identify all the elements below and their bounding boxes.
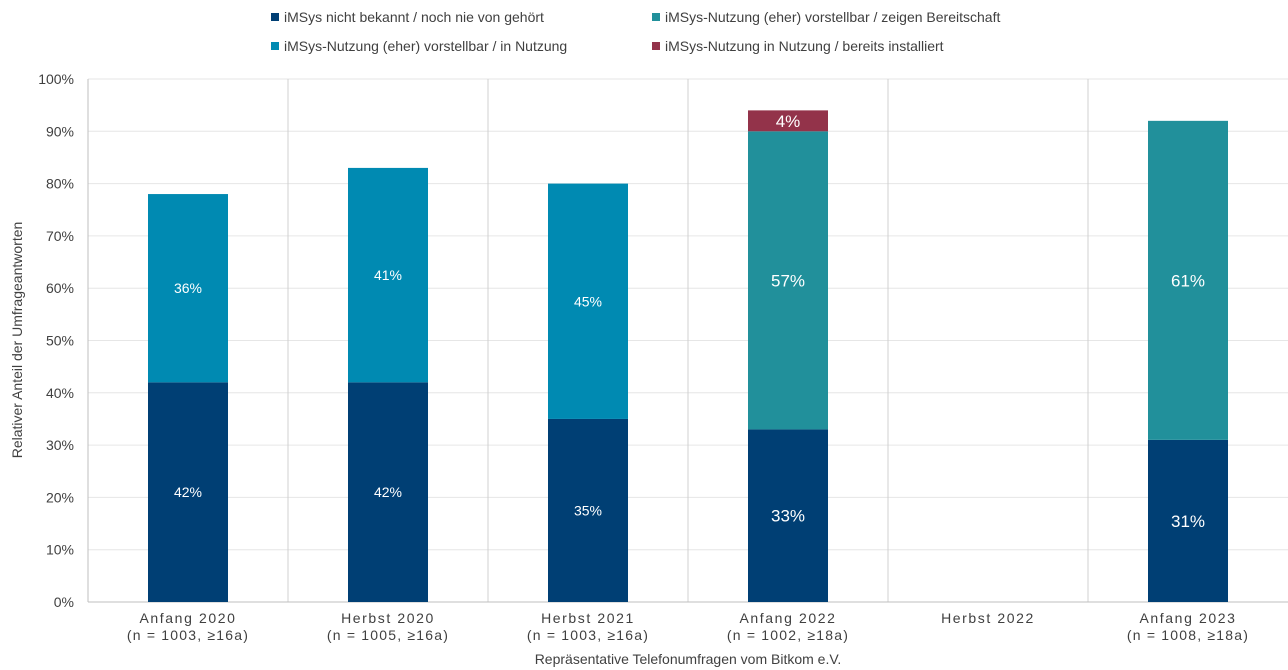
data-label: 45% <box>574 293 602 309</box>
bar-segment <box>748 110 828 132</box>
legend-entry-not-known: iMSys nicht bekannt / noch nie von gehör… <box>271 8 544 26</box>
x-category-label: Herbst 2020 <box>341 610 435 626</box>
legend-entry-readiness: iMSys-Nutzung (eher) vorstellbar / zeige… <box>652 8 1000 26</box>
bar-segment <box>348 382 428 602</box>
y-tick-label: 40% <box>46 385 74 401</box>
x-category-label: Herbst 2022 <box>941 610 1035 626</box>
y-tick-label: 30% <box>46 437 74 453</box>
y-tick-label: 20% <box>46 489 74 505</box>
data-label: 41% <box>374 267 402 283</box>
bar-segment <box>1148 439 1228 602</box>
x-category-sublabel: (n = 1005, ≥16a) <box>327 627 449 643</box>
legend-entry-in-use: iMSys-Nutzung (eher) vorstellbar / in Nu… <box>271 37 567 55</box>
data-label: 31% <box>1171 512 1205 531</box>
y-tick-label: 80% <box>46 176 74 192</box>
x-category-sublabel: (n = 1003, ≥16a) <box>527 627 649 643</box>
bar-segment <box>548 418 628 602</box>
y-tick-label: 60% <box>46 280 74 296</box>
x-category-label: Anfang 2020 <box>139 610 236 626</box>
data-label: 36% <box>174 280 202 296</box>
data-label: 57% <box>771 271 805 290</box>
bar-segment <box>1148 120 1228 440</box>
legend-label-in-use: iMSys-Nutzung (eher) vorstellbar / in Nu… <box>284 38 568 54</box>
bar-segment <box>748 429 828 602</box>
data-label: 33% <box>771 507 805 526</box>
y-tick-label: 70% <box>46 228 74 244</box>
data-label: 35% <box>574 502 602 518</box>
y-tick-label: 0% <box>54 594 74 610</box>
data-label: 42% <box>374 484 402 500</box>
legend-swatch-readiness <box>652 13 660 21</box>
bar-segment <box>148 382 228 602</box>
y-tick-label: 100% <box>38 71 74 87</box>
data-label: 61% <box>1171 271 1205 290</box>
data-label: 4% <box>776 112 801 131</box>
y-axis-title: Relativer Anteil der Umfrageantworten <box>9 222 25 459</box>
y-tick-label: 50% <box>46 333 74 349</box>
bar-segment <box>348 167 428 383</box>
legend-entry-installed: iMSys-Nutzung in Nutzung / bereits insta… <box>652 37 944 55</box>
x-axis-title: Repräsentative Telefonumfragen vom Bitko… <box>535 651 842 667</box>
x-category-label: Anfang 2023 <box>1139 610 1236 626</box>
legend: iMSys nicht bekannt / noch nie von gehör… <box>0 0 1288 60</box>
x-category-label: Anfang 2022 <box>739 610 836 626</box>
y-tick-label: 90% <box>46 123 74 139</box>
legend-label-not-known: iMSys nicht bekannt / noch nie von gehör… <box>284 9 544 25</box>
legend-swatch-in-use <box>271 42 279 50</box>
legend-swatch-installed <box>652 42 660 50</box>
x-category-sublabel: (n = 1008, ≥18a) <box>1127 627 1249 643</box>
legend-swatch-not-known <box>271 13 279 21</box>
bar-segment <box>148 194 228 383</box>
x-category-sublabel: (n = 1003, ≥16a) <box>127 627 249 643</box>
bar-segment <box>748 131 828 430</box>
y-tick-label: 10% <box>46 542 74 558</box>
x-category-label: Herbst 2021 <box>541 610 635 626</box>
legend-label-installed: iMSys-Nutzung in Nutzung / bereits insta… <box>665 38 944 54</box>
bar-segment <box>548 183 628 419</box>
legend-label-readiness: iMSys-Nutzung (eher) vorstellbar / zeige… <box>665 9 1001 25</box>
x-category-sublabel: (n = 1002, ≥18a) <box>727 627 849 643</box>
data-label: 42% <box>174 484 202 500</box>
